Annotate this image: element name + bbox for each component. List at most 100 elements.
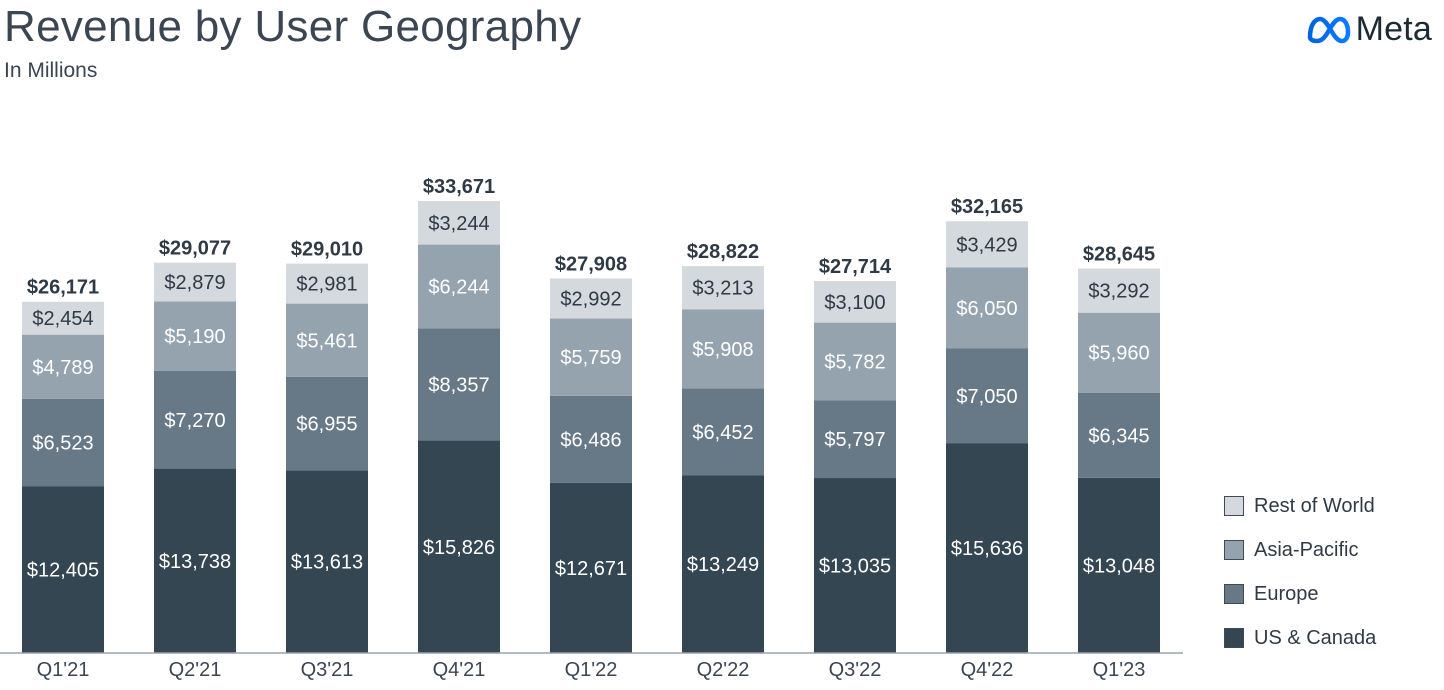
bar-segment-europe bbox=[22, 398, 104, 487]
bar-total-label: $28,645 bbox=[1083, 243, 1155, 265]
x-tick-label: Q1'21 bbox=[37, 659, 90, 681]
legend-label: Europe bbox=[1254, 582, 1319, 605]
legend-label: Rest of World bbox=[1254, 494, 1375, 517]
bar-segment-us-canada bbox=[682, 475, 764, 653]
bar-value-label: $15,826 bbox=[423, 537, 495, 559]
bar-segment-rest-of-world bbox=[946, 221, 1028, 268]
bar-value-label: $5,461 bbox=[296, 330, 357, 352]
bar-total-label: $27,908 bbox=[555, 253, 627, 275]
bar-segment-europe bbox=[154, 371, 236, 469]
bar-value-label: $6,523 bbox=[32, 433, 93, 455]
bar-segment-rest-of-world bbox=[682, 266, 764, 310]
legend-label: US & Canada bbox=[1254, 626, 1377, 649]
bar-segment-asia-pacific bbox=[946, 267, 1028, 349]
chart-legend: Rest of World Asia-Pacific Europe US & C… bbox=[1224, 494, 1376, 650]
bar-segment-us-canada bbox=[1078, 477, 1160, 653]
bar-segment-us-canada bbox=[154, 468, 236, 653]
bar-total-label: $29,010 bbox=[291, 239, 363, 261]
bar-segment-rest-of-world bbox=[22, 301, 104, 335]
bar-value-label: $12,671 bbox=[555, 558, 627, 580]
chart-title: Revenue by User Geography bbox=[4, 2, 582, 51]
meta-logo: Meta bbox=[1305, 10, 1432, 49]
bar-segment-us-canada bbox=[286, 470, 368, 653]
bar-segment-europe bbox=[286, 376, 368, 471]
bar-value-label: $13,048 bbox=[1083, 555, 1155, 577]
x-tick-label: Q1'22 bbox=[565, 659, 618, 681]
bar-value-label: $2,454 bbox=[32, 308, 93, 330]
meta-infinity-icon bbox=[1307, 16, 1350, 43]
bar-value-label: $8,357 bbox=[428, 374, 489, 396]
bar-segment-asia-pacific bbox=[418, 244, 500, 329]
bar-segment-rest-of-world bbox=[550, 278, 632, 319]
bar-value-label: $3,213 bbox=[692, 278, 753, 300]
bar-segment-europe bbox=[946, 348, 1028, 444]
bar-value-label: $6,050 bbox=[956, 298, 1017, 320]
legend-item-us-canada: US & Canada bbox=[1224, 626, 1376, 650]
bar-value-label: $12,405 bbox=[27, 560, 99, 582]
bar-value-label: $6,244 bbox=[428, 276, 489, 298]
bar-value-label: $3,244 bbox=[428, 213, 489, 235]
bar-value-label: $6,955 bbox=[296, 414, 357, 436]
bar-value-label: $13,613 bbox=[291, 552, 363, 574]
bar-segment-us-canada bbox=[550, 482, 632, 653]
legend-swatch-europe bbox=[1224, 584, 1244, 604]
bar-value-label: $3,100 bbox=[824, 292, 885, 314]
x-tick-label: Q4'22 bbox=[961, 659, 1014, 681]
legend-item-asia-pacific: Asia-Pacific bbox=[1224, 538, 1376, 562]
bar-segment-rest-of-world bbox=[1078, 268, 1160, 313]
bar-segment-europe bbox=[682, 388, 764, 476]
bar-segment-asia-pacific bbox=[682, 309, 764, 389]
bar-value-label: $6,345 bbox=[1088, 425, 1149, 447]
legend-item-rest-of-world: Rest of World bbox=[1224, 494, 1376, 518]
bar-value-label: $5,782 bbox=[824, 351, 885, 373]
bar-value-label: $13,249 bbox=[687, 554, 759, 576]
chart-subtitle: In Millions bbox=[4, 59, 98, 82]
bar-value-label: $5,908 bbox=[692, 339, 753, 361]
bar-segment-asia-pacific bbox=[550, 318, 632, 396]
bar-segment-rest-of-world bbox=[418, 201, 500, 245]
bar-segment-europe bbox=[1078, 392, 1160, 478]
bar-segment-europe bbox=[418, 328, 500, 441]
bar-segment-asia-pacific bbox=[154, 301, 236, 372]
bar-segment-asia-pacific bbox=[22, 334, 104, 399]
bar-total-label: $26,171 bbox=[27, 277, 99, 299]
bar-value-label: $2,992 bbox=[560, 288, 621, 310]
bar-value-label: $7,270 bbox=[164, 410, 225, 432]
bar-total-label: $29,077 bbox=[159, 238, 231, 260]
bar-segment-us-canada bbox=[814, 478, 896, 653]
x-tick-label: Q2'22 bbox=[697, 659, 750, 681]
x-tick-label: Q2'21 bbox=[169, 659, 222, 681]
bar-segment-europe bbox=[550, 395, 632, 483]
bar-total-label: $32,165 bbox=[951, 196, 1023, 218]
bar-value-label: $6,486 bbox=[560, 429, 621, 451]
legend-swatch-asia-pacific bbox=[1224, 540, 1244, 560]
bar-value-label: $4,789 bbox=[32, 357, 93, 379]
legend-label: Asia-Pacific bbox=[1254, 538, 1359, 561]
bar-value-label: $2,879 bbox=[164, 272, 225, 294]
bar-value-label: $6,452 bbox=[692, 422, 753, 444]
x-tick-label: Q1'23 bbox=[1093, 659, 1146, 681]
bar-value-label: $5,190 bbox=[164, 326, 225, 348]
bar-value-label: $13,035 bbox=[819, 556, 891, 578]
bar-value-label: $3,429 bbox=[956, 234, 1017, 256]
x-tick-label: Q3'21 bbox=[301, 659, 354, 681]
bar-segment-us-canada bbox=[946, 443, 1028, 653]
bar-segment-rest-of-world bbox=[154, 262, 236, 302]
bar-total-label: $33,671 bbox=[423, 176, 495, 198]
legend-swatch-rest-of-world bbox=[1224, 496, 1244, 516]
bar-segment-rest-of-world bbox=[286, 263, 368, 304]
bar-value-label: $15,636 bbox=[951, 538, 1023, 560]
bar-value-label: $2,981 bbox=[296, 274, 357, 296]
legend-swatch-us-canada bbox=[1224, 628, 1244, 648]
bar-segment-asia-pacific bbox=[1078, 312, 1160, 393]
bar-segment-europe bbox=[814, 400, 896, 479]
bar-value-label: $5,797 bbox=[824, 429, 885, 451]
bar-segment-us-canada bbox=[418, 440, 500, 653]
x-tick-label: Q4'21 bbox=[433, 659, 486, 681]
bar-segment-rest-of-world bbox=[814, 280, 896, 323]
bar-segment-asia-pacific bbox=[814, 322, 896, 401]
x-tick-label: Q3'22 bbox=[829, 659, 882, 681]
meta-logo-text: Meta bbox=[1355, 10, 1432, 48]
bar-value-label: $7,050 bbox=[956, 386, 1017, 408]
